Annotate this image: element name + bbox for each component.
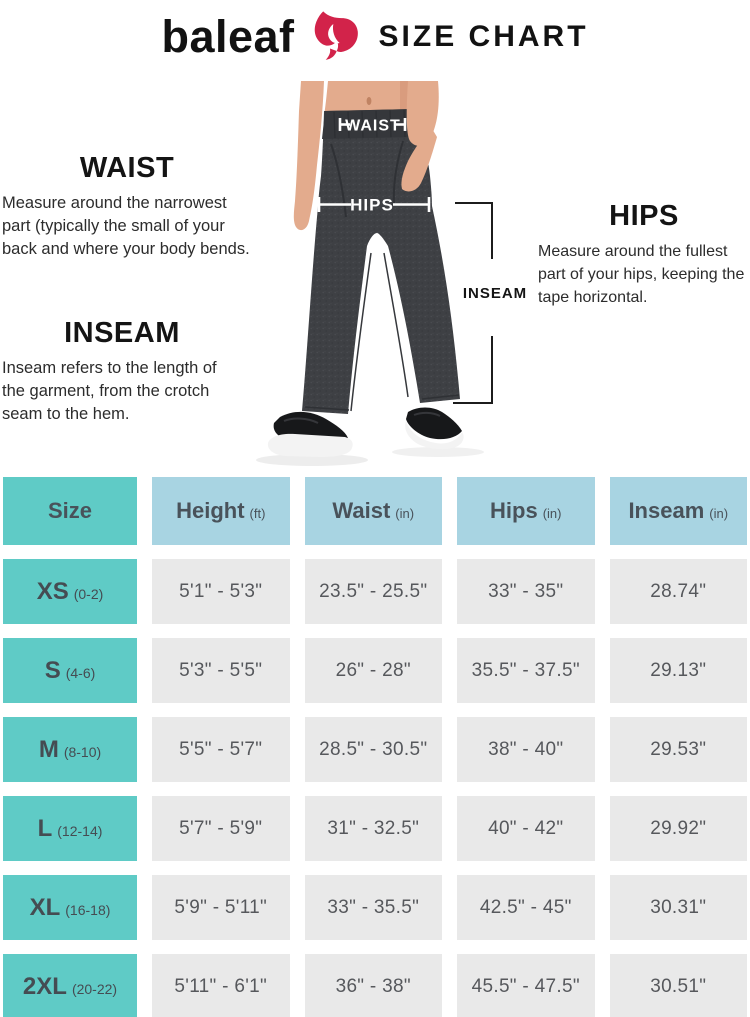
size-cell-m: M (8-10) xyxy=(3,717,137,782)
brand-header: baleaf SIZE CHART xyxy=(0,0,750,68)
height-value: 5'3" - 5'5" xyxy=(152,638,290,703)
inseam-figure-label: INSEAM xyxy=(463,285,527,302)
height-value: 5'11" - 6'1" xyxy=(152,954,290,1017)
left-sneaker xyxy=(267,411,353,457)
model-photo: WAIST HIPS INSEAM xyxy=(256,81,527,466)
size-table: Size Height (ft) Waist (in) Hips (in) Insea… xyxy=(0,477,750,1017)
hips-definition: HIPS Measure around the fullest part of … xyxy=(538,200,750,309)
model-right-hand xyxy=(401,127,437,192)
hips-value: 33" - 35" xyxy=(457,559,595,624)
waist-definition-title: WAIST xyxy=(79,152,175,184)
waist-measure-line xyxy=(338,118,407,131)
hips-value: 42.5" - 45" xyxy=(457,875,595,940)
waist-value: 28.5" - 30.5" xyxy=(304,717,442,782)
waist-definition: WAIST Measure around the narrowest part … xyxy=(2,152,252,261)
inseam-value: 29.53" xyxy=(609,717,747,782)
waist-definition-text: Measure around the narrowest part (typic… xyxy=(2,194,250,258)
hips-figure-label: HIPS xyxy=(350,196,394,215)
size-cell-2xl: 2XL (20-22) xyxy=(3,954,137,1017)
floor-shadow xyxy=(256,454,368,466)
waist-value: 36" - 38" xyxy=(304,954,442,1017)
size-cell-l: L (12-14) xyxy=(3,796,137,861)
inseam-definition-text: Inseam refers to the length of the garme… xyxy=(2,359,217,423)
inseam-measure-line xyxy=(453,202,493,404)
height-value: 5'1" - 5'3" xyxy=(152,559,290,624)
height-value: 5'7" - 5'9" xyxy=(152,796,290,861)
col-header-hips: Hips (in) xyxy=(457,477,595,545)
page-title: SIZE CHART xyxy=(378,20,589,53)
inseam-definition: INSEAM Inseam refers to the length of th… xyxy=(2,317,242,426)
col-header-waist: Waist (in) xyxy=(304,477,442,545)
size-cell-s: S (4-6) xyxy=(3,638,137,703)
right-sneaker xyxy=(405,407,464,450)
height-value: 5'9" - 5'11" xyxy=(152,875,290,940)
sweatpants xyxy=(302,109,460,414)
brand-logo-text: baleaf xyxy=(161,11,295,62)
waist-value: 31" - 32.5" xyxy=(304,796,442,861)
inseam-value: 29.92" xyxy=(609,796,747,861)
col-header-inseam: Inseam (in) xyxy=(609,477,747,545)
col-header-size: Size xyxy=(3,477,137,545)
model-left-arm xyxy=(293,81,324,231)
size-cell-xs: XS (0-2) xyxy=(3,559,137,624)
hips-measure-line xyxy=(317,197,431,212)
waist-value: 26" - 28" xyxy=(304,638,442,703)
hips-definition-text: Measure around the fullest part of your … xyxy=(538,243,745,306)
leaf-icon xyxy=(314,11,358,60)
hips-value: 35.5" - 37.5" xyxy=(457,638,595,703)
pocket-seam xyxy=(392,140,404,204)
waist-figure-label: WAIST xyxy=(345,118,401,135)
inseam-definition-title: INSEAM xyxy=(64,317,180,349)
hips-value: 38" - 40" xyxy=(457,717,595,782)
height-value: 5'5" - 5'7" xyxy=(152,717,290,782)
hips-definition-title: HIPS xyxy=(609,200,679,232)
inseam-value: 30.31" xyxy=(609,875,747,940)
measurement-guide: WAIST Measure around the narrowest part … xyxy=(0,68,750,468)
inseam-value: 29.13" xyxy=(609,638,747,703)
size-cell-xl: XL (16-18) xyxy=(3,875,137,940)
col-header-height: Height (ft) xyxy=(152,477,290,545)
floor-shadow xyxy=(392,447,484,457)
waist-value: 33" - 35.5" xyxy=(304,875,442,940)
inseam-value: 28.74" xyxy=(609,559,747,624)
inseam-value: 30.51" xyxy=(609,954,747,1017)
hips-value: 40" - 42" xyxy=(457,796,595,861)
hips-value: 45.5" - 47.5" xyxy=(457,954,595,1017)
waist-value: 23.5" - 25.5" xyxy=(304,559,442,624)
